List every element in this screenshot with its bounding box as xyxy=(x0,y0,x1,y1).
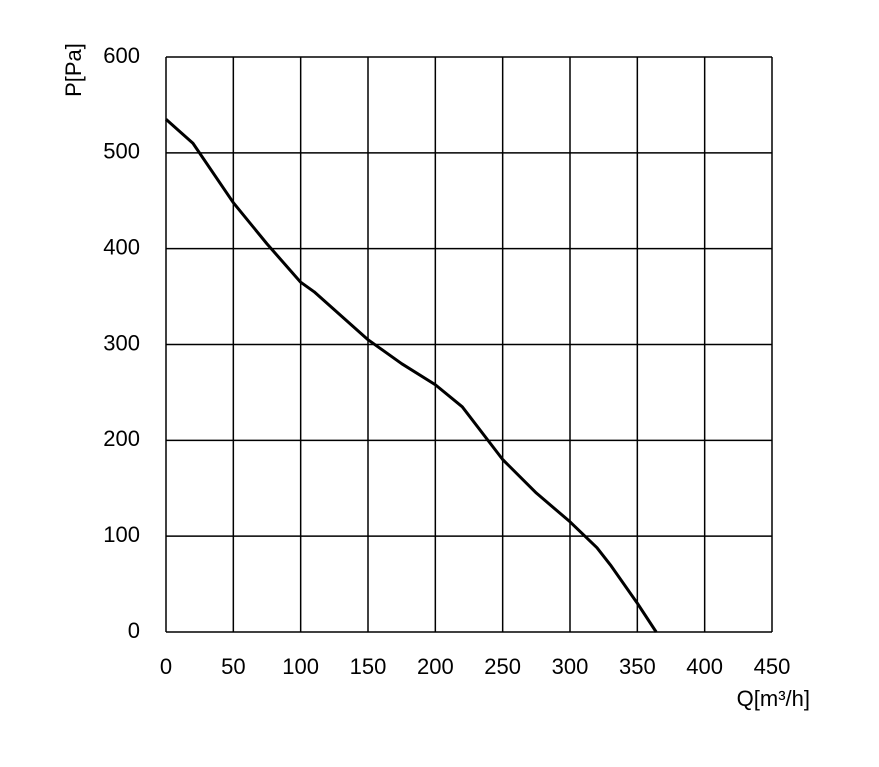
y-tick-label: 600 xyxy=(103,43,140,68)
x-tick-label: 0 xyxy=(160,654,172,679)
x-tick-label: 450 xyxy=(754,654,791,679)
x-tick-label: 350 xyxy=(619,654,656,679)
x-tick-label: 150 xyxy=(350,654,387,679)
y-tick-label: 500 xyxy=(103,139,140,164)
data-line xyxy=(165,118,658,633)
x-tick-label: 50 xyxy=(221,654,245,679)
x-tick-label: 200 xyxy=(417,654,454,679)
y-axis-label: P[Pa] xyxy=(61,43,86,97)
x-axis-label: Q[m³/h] xyxy=(737,686,810,711)
x-tick-label: 250 xyxy=(484,654,521,679)
x-tick-label: 400 xyxy=(686,654,723,679)
y-tick-label: 100 xyxy=(103,522,140,547)
y-tick-label: 400 xyxy=(103,234,140,259)
x-tick-label: 300 xyxy=(552,654,589,679)
x-tick-label: 100 xyxy=(282,654,319,679)
y-tick-label: 300 xyxy=(103,330,140,355)
y-tick-label: 0 xyxy=(128,618,140,643)
y-tick-label: 200 xyxy=(103,426,140,451)
